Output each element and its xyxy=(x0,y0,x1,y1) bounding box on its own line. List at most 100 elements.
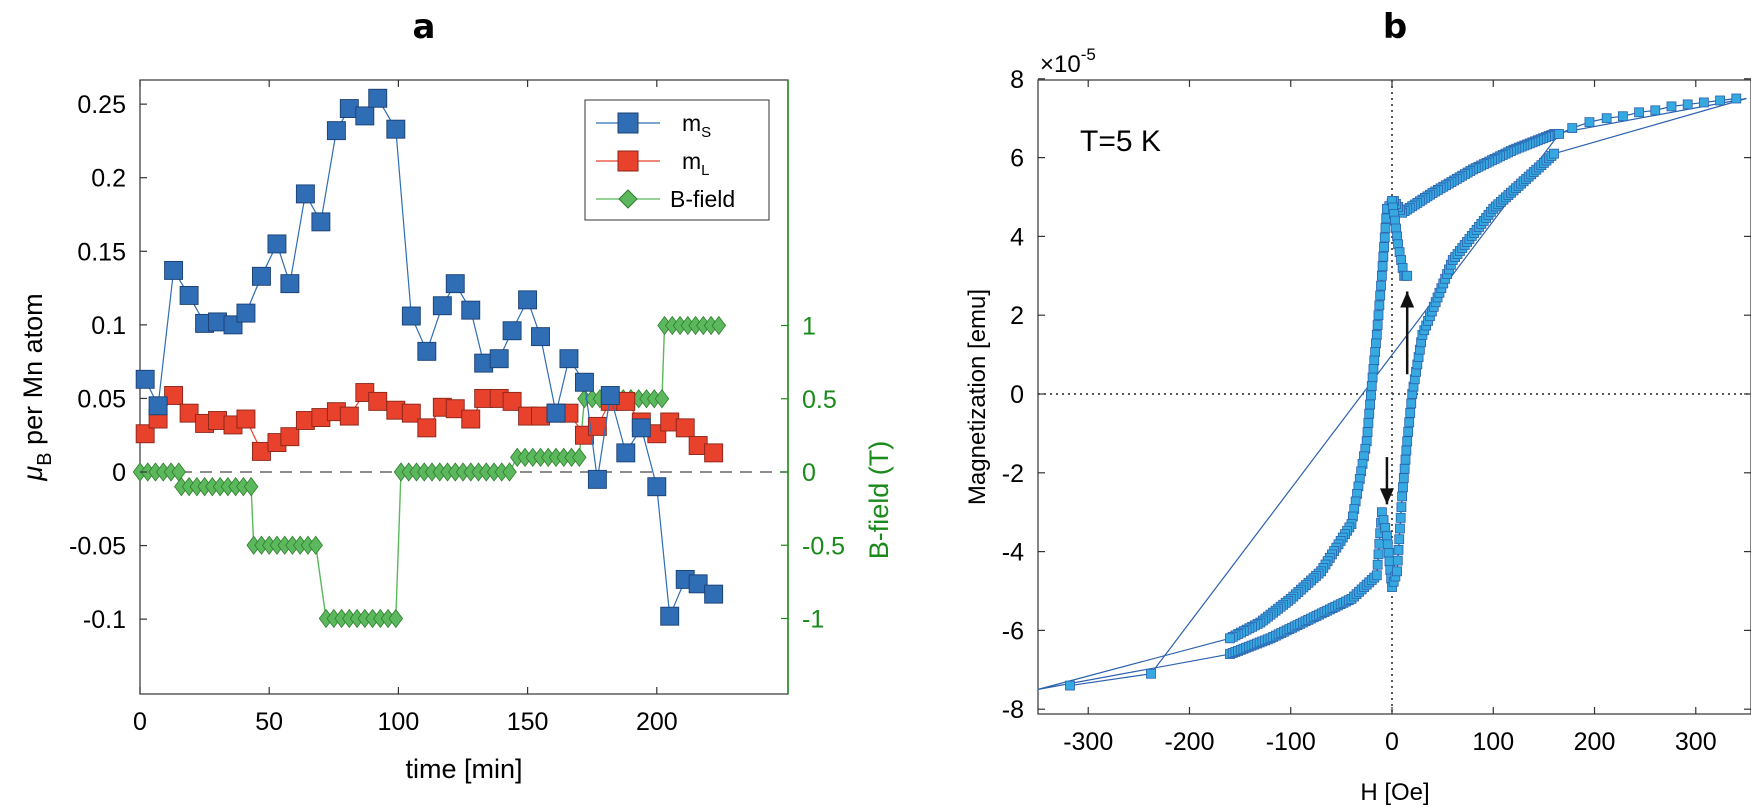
hysteresis-point xyxy=(1377,261,1388,272)
hysteresis-point xyxy=(1379,232,1390,243)
y-axis-label-a: μB per Mn atom xyxy=(18,293,56,481)
bfield-point xyxy=(502,462,517,482)
ms-point xyxy=(135,369,155,389)
hysteresis-point xyxy=(1617,111,1628,122)
hysteresis-point xyxy=(1393,545,1404,555)
hysteresis-point xyxy=(1395,512,1406,523)
hysteresis-point xyxy=(1554,129,1564,139)
ms-point xyxy=(267,234,287,254)
hysteresis-point xyxy=(1634,107,1644,118)
ms-point xyxy=(461,300,481,320)
hysteresis-point xyxy=(1399,463,1410,474)
ms-point xyxy=(179,285,199,305)
y-tick-label-b: 8 xyxy=(1010,66,1024,94)
y-tick-label-a: 0.05 xyxy=(77,385,126,413)
hysteresis-point xyxy=(1601,113,1612,124)
hysteresis-point xyxy=(1364,408,1375,419)
y-label-rest: per Mn atom xyxy=(18,293,48,452)
y-tick-label-b: 0 xyxy=(1010,381,1024,409)
hysteresis-sparse-line xyxy=(1069,97,1737,687)
ms-point xyxy=(574,372,594,392)
hysteresis-point xyxy=(1065,680,1075,691)
ml-point xyxy=(401,403,421,423)
bfield-point xyxy=(711,315,727,336)
hysteresis-point xyxy=(1368,364,1379,374)
x-tick-label-a: 50 xyxy=(255,708,283,736)
hysteresis-point xyxy=(1402,436,1413,447)
bfield-point xyxy=(308,535,323,555)
chart-b-frame xyxy=(1037,79,1751,715)
ms-point xyxy=(280,274,300,294)
hysteresis-point xyxy=(1698,97,1709,108)
y2-tick-label-a: 1 xyxy=(802,313,816,341)
y-tick-label-a: 0.2 xyxy=(91,165,126,193)
ml-point xyxy=(461,409,481,429)
ml-point xyxy=(280,427,300,447)
ml-point xyxy=(417,418,437,438)
hysteresis-point xyxy=(1392,555,1403,566)
hysteresis-point xyxy=(1362,427,1373,437)
chart-b: -300 -200 -100 0 100 200 300 8 6 4 2 0 -2 -4 -6 -8 T=5 … xyxy=(964,45,1751,806)
bfield-point xyxy=(171,462,187,482)
hysteresis-point xyxy=(1370,347,1381,357)
ms-point xyxy=(647,477,667,497)
hysteresis-point xyxy=(1382,539,1393,550)
legend-marker-ms xyxy=(617,112,639,134)
y-tick-label-b: -6 xyxy=(1002,617,1024,645)
ms-point xyxy=(489,349,509,369)
hysteresis-point xyxy=(1398,482,1408,493)
hysteresis-point xyxy=(1371,338,1381,349)
legend-label-bfield: B-field xyxy=(670,186,735,212)
ms-point xyxy=(688,574,708,594)
hysteresis-point xyxy=(1650,105,1661,116)
hysteresis-point xyxy=(1384,556,1395,567)
y-tick-label-a: 0.15 xyxy=(77,238,126,266)
hysteresis-point xyxy=(1374,300,1385,311)
hysteresis-point xyxy=(1403,426,1414,437)
hysteresis-point xyxy=(1394,534,1405,545)
hysteresis-point xyxy=(1682,99,1693,110)
ms-point xyxy=(148,396,168,416)
hysteresis-point xyxy=(1375,290,1386,301)
ml-point xyxy=(502,391,522,411)
ms-point xyxy=(559,349,579,369)
ms-point xyxy=(432,296,452,316)
hysteresis-outer-line xyxy=(1553,97,1747,155)
bfield-point xyxy=(572,447,587,468)
hysteresis-point xyxy=(1395,523,1405,534)
hysteresis-point xyxy=(1369,355,1380,366)
legend-marker-ml xyxy=(617,150,639,172)
y-tick-label-b: 6 xyxy=(1010,145,1024,173)
hysteresis-point xyxy=(1373,310,1384,321)
ml-point xyxy=(135,424,155,444)
hysteresis-point xyxy=(1378,251,1389,262)
x-tick-label-b: -200 xyxy=(1164,728,1214,756)
hysteresis-point xyxy=(1584,117,1595,128)
ms-point xyxy=(616,443,636,463)
arrow-head-down xyxy=(1379,488,1394,505)
legend-a: mS mL B-field xyxy=(584,99,770,221)
hysteresis-point xyxy=(1382,530,1392,541)
panel-label-a: a xyxy=(413,7,436,47)
ml-point xyxy=(368,391,388,411)
ms-point xyxy=(600,386,620,405)
y-tick-label-b: -4 xyxy=(1002,539,1024,567)
y-tick-label-b: 2 xyxy=(1010,302,1024,330)
ms-point xyxy=(531,327,550,347)
hysteresis-point xyxy=(1731,93,1742,104)
y-label-sub: B xyxy=(34,452,56,465)
hysteresis-point xyxy=(1397,491,1408,502)
hysteresis-outer-line xyxy=(1553,97,1747,135)
chart-a: 0 50 100 150 200 0.25 0.2 0.15 0.1 0.05 0 -0.05 -0.1… xyxy=(18,79,894,784)
bfield-point xyxy=(243,476,259,497)
hysteresis-point xyxy=(1396,502,1407,513)
hysteresis-point xyxy=(1146,668,1156,679)
ms-point xyxy=(326,121,346,141)
x-axis-label-b: H [Oe] xyxy=(1360,779,1429,806)
hysteresis-point xyxy=(1379,242,1389,252)
bfield-point xyxy=(388,608,404,629)
legend-box xyxy=(584,99,770,221)
ms-point xyxy=(311,212,331,232)
hysteresis-point xyxy=(1225,633,1235,644)
